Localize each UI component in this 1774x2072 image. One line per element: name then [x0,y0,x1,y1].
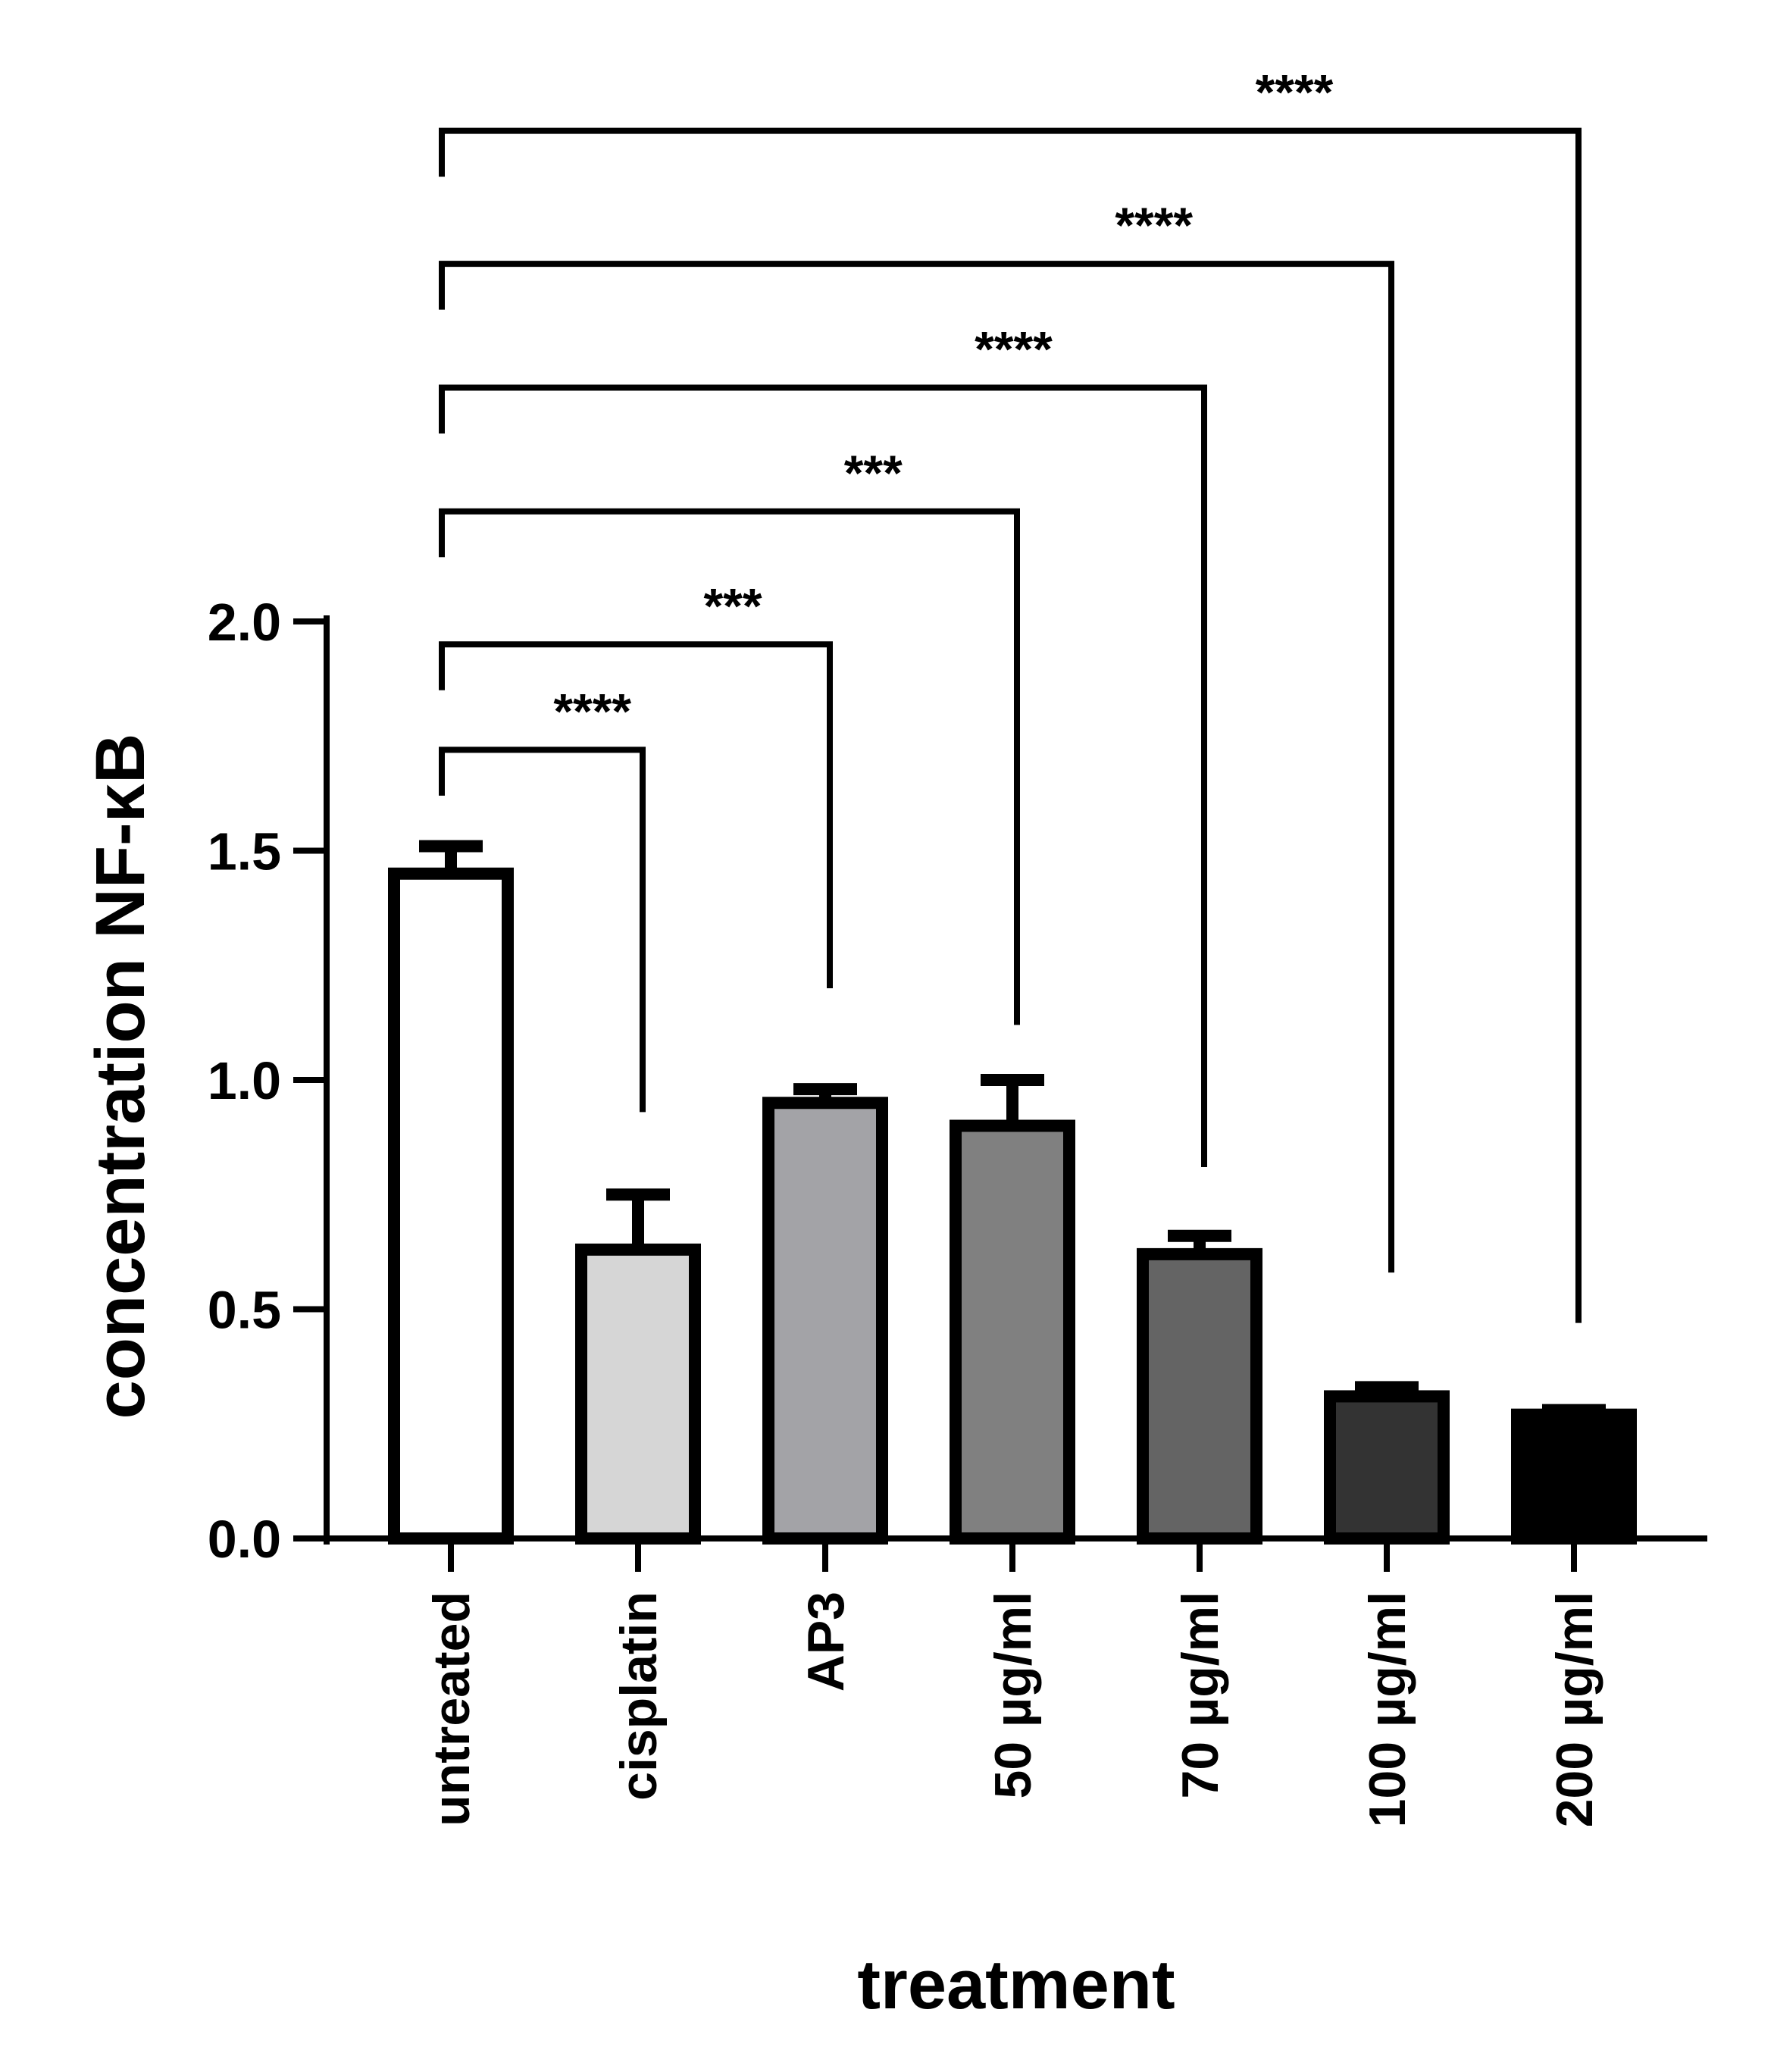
bar [762,1097,888,1545]
y-tick-label: 0.5 [208,1281,281,1340]
y-tick-label: 2.0 [208,593,281,652]
significance-label: *** [844,445,903,501]
bar [388,867,514,1545]
y-axis-label: concentration NF-κB [82,734,159,1419]
y-tick-label: 1.5 [208,822,281,881]
bar [575,1243,701,1545]
x-tick-label: cisplatin [610,1592,668,1801]
bar [1511,1408,1637,1545]
x-tick-label: 50 µg/ml [984,1592,1042,1799]
y-tick-label: 0.0 [208,1510,281,1569]
bar [950,1119,1075,1545]
bar [1324,1390,1450,1545]
x-tick-label: untreated [423,1592,480,1826]
x-tick-label: 100 µg/ml [1359,1592,1416,1827]
x-tick-label: 200 µg/ml [1546,1592,1603,1827]
significance-label: **** [553,683,631,739]
significance-brackets: ********************** [439,64,1582,1323]
significance-bracket [439,641,833,988]
x-tick-label: 70 µg/ml [1172,1592,1229,1799]
y-tick-label: 1.0 [208,1051,281,1110]
axes: 0.0 0.5 1.0 1.5 2.0 untreated cisplatin AP3 50 µ… [208,593,1707,1827]
significance-bracket [439,127,1582,1323]
significance-label: *** [703,577,762,634]
significance-bracket [439,384,1207,1167]
significance-label: **** [1256,64,1334,121]
significance-bracket [439,508,1020,1025]
significance-bracket [439,746,646,1113]
significance-label: **** [1115,197,1193,253]
bar [1137,1247,1262,1545]
significance-label: **** [975,321,1053,377]
x-axis-label: treatment [857,1946,1175,2023]
bars [388,840,1637,1545]
x-tick-label: AP3 [797,1592,855,1692]
significance-bracket [439,261,1394,1273]
